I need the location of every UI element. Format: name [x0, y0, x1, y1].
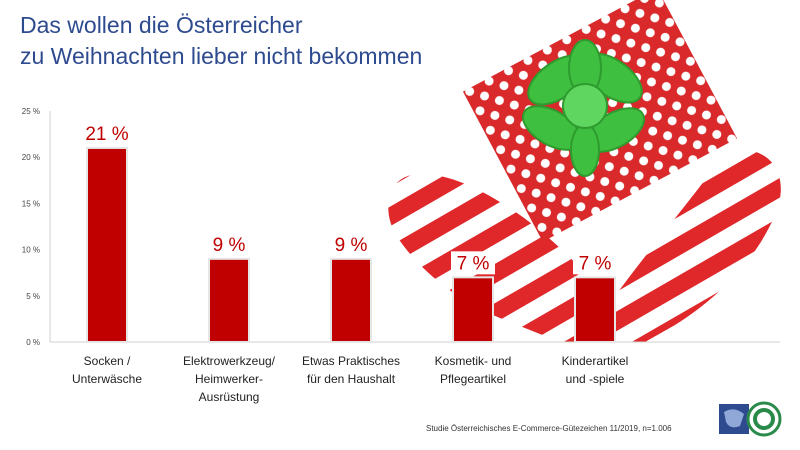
value-label-background — [451, 251, 495, 275]
category-label-line: Ausrüstung — [198, 390, 260, 404]
bar — [86, 146, 128, 343]
value-label-background — [329, 232, 373, 256]
category-label-line: Etwas Praktisches — [301, 354, 401, 368]
category-label: Kosmetik- und Pflegeartikel — [413, 352, 533, 388]
value-label: 21 % — [85, 124, 128, 145]
value-label-background — [85, 121, 129, 145]
source-note: Studie Österreichisches E-Commerce-Gütez… — [426, 424, 672, 433]
category-label: Etwas Praktisches für den Haushalt — [291, 352, 411, 388]
socks-gift-illustration — [388, 0, 781, 342]
category-label-line: Socken / — [83, 354, 131, 368]
value-label: 7 % — [457, 253, 490, 274]
category-label: Socken / Unterwäsche — [47, 352, 167, 388]
bar — [574, 276, 616, 344]
category-label: Elektrowerkzeug/Heimwerker- Ausrüstung — [169, 352, 289, 406]
category-label-line: Kosmetik- und — [434, 354, 512, 368]
title-line-1: Das wollen die Österreicher — [20, 12, 303, 38]
category-label-line: und -spiele — [565, 372, 625, 386]
category-label-line: für den Haushalt — [306, 372, 396, 386]
y-tick-label: 15 % — [22, 199, 40, 208]
y-tick-label: 5 % — [26, 292, 40, 301]
value-label: 9 % — [213, 235, 246, 256]
value-label: 9 % — [335, 235, 368, 256]
bar — [208, 257, 250, 343]
title-line-2: zu Weihnachten lieber nicht bekommen — [20, 43, 423, 69]
chart-title: Das wollen die Österreicher zu Weihnacht… — [20, 10, 422, 72]
category-label-line: Unterwäsche — [71, 372, 143, 386]
y-axis-ticks: 0 % 5 % 10 % 15 % 20 % 25 % — [22, 107, 40, 347]
right-sock-shape — [612, 150, 781, 342]
category-label-line: Kinderartikel — [561, 354, 629, 368]
category-label-line: Elektrowerkzeug/ — [182, 354, 276, 368]
ecommerce-seal-logo — [719, 401, 782, 437]
y-tick-label: 20 % — [22, 153, 40, 162]
y-tick-label: 10 % — [22, 246, 40, 255]
bar — [452, 276, 494, 344]
left-sock-shape — [388, 174, 615, 342]
gift-bow-shape — [522, 39, 645, 177]
value-label-background — [573, 251, 617, 275]
bars — [86, 146, 616, 344]
value-labels: 21 % 9 % 9 % 7 % 7 % — [85, 121, 617, 275]
value-label: 7 % — [579, 253, 612, 274]
category-label: Kinderartikel und -spiele — [535, 352, 655, 388]
value-label-background — [207, 232, 251, 256]
category-label-line: Pflegeartikel — [439, 372, 507, 386]
bar — [330, 257, 372, 343]
y-tick-label: 0 % — [26, 338, 40, 347]
y-tick-label: 25 % — [22, 107, 40, 116]
category-label-line: Heimwerker- — [194, 372, 263, 386]
